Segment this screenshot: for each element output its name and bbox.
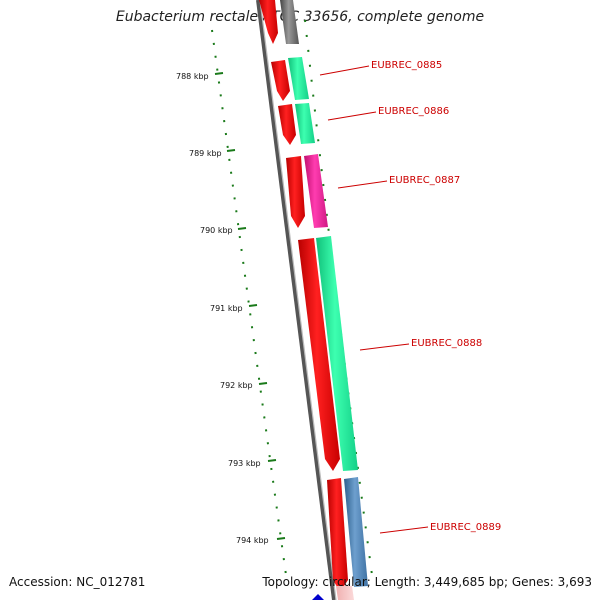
map-title: Eubacterium rectale ATCC 33656, complete… — [115, 9, 485, 25]
gene-label-0889: EUBREC_0889 — [430, 522, 501, 533]
cds-track — [259, 0, 348, 592]
tick-label-793: 793 kbp — [228, 459, 261, 468]
cds-feature — [286, 156, 305, 228]
ruler-labels: 788 kbp 789 kbp 790 kbp 791 kbp 792 kbp … — [176, 72, 269, 545]
tick-label-791: 791 kbp — [210, 304, 243, 313]
gene-label-0888: EUBREC_0888 — [411, 338, 482, 349]
accession-text: Accession: NC_012781 — [9, 575, 146, 589]
gene-feature-0888 — [316, 236, 358, 471]
gene-label-0886: EUBREC_0886 — [378, 106, 449, 117]
cds-feature — [298, 238, 340, 471]
tick-label-789: 789 kbp — [189, 149, 222, 158]
cds-feature — [278, 104, 296, 145]
gene-feature-pink — [336, 586, 354, 600]
gene-label-0885: EUBREC_0885 — [371, 60, 442, 71]
cds-feature — [271, 60, 290, 101]
position-marker-icon — [312, 594, 324, 600]
gene-label-0887: EUBREC_0887 — [389, 175, 460, 186]
tick-label-792: 792 kbp — [220, 381, 253, 390]
position-ruler — [211, 29, 287, 576]
cds-feature — [259, 0, 278, 44]
tick-label-790: 790 kbp — [200, 226, 233, 235]
cds-feature — [327, 478, 348, 592]
gc-track — [304, 19, 373, 576]
label-leaders — [319, 65, 429, 534]
tick-label-794: 794 kbp — [236, 536, 269, 545]
gene-feature-0886 — [295, 103, 315, 144]
gene-feature-0885 — [288, 57, 309, 100]
gene-feature-0887 — [304, 154, 328, 228]
genome-backbone — [256, 0, 336, 600]
ruler-tick-marks — [214, 72, 286, 540]
gene-labels: EUBREC_0885 EUBREC_0886 EUBREC_0887 EUBR… — [371, 60, 501, 533]
gene-feature-gray — [280, 0, 299, 44]
gene-track — [280, 0, 368, 600]
genome-summary-text: Topology: circular; Length: 3,449,685 bp… — [262, 575, 592, 589]
tick-label-788: 788 kbp — [176, 72, 209, 81]
gene-feature-0889 — [344, 477, 368, 587]
